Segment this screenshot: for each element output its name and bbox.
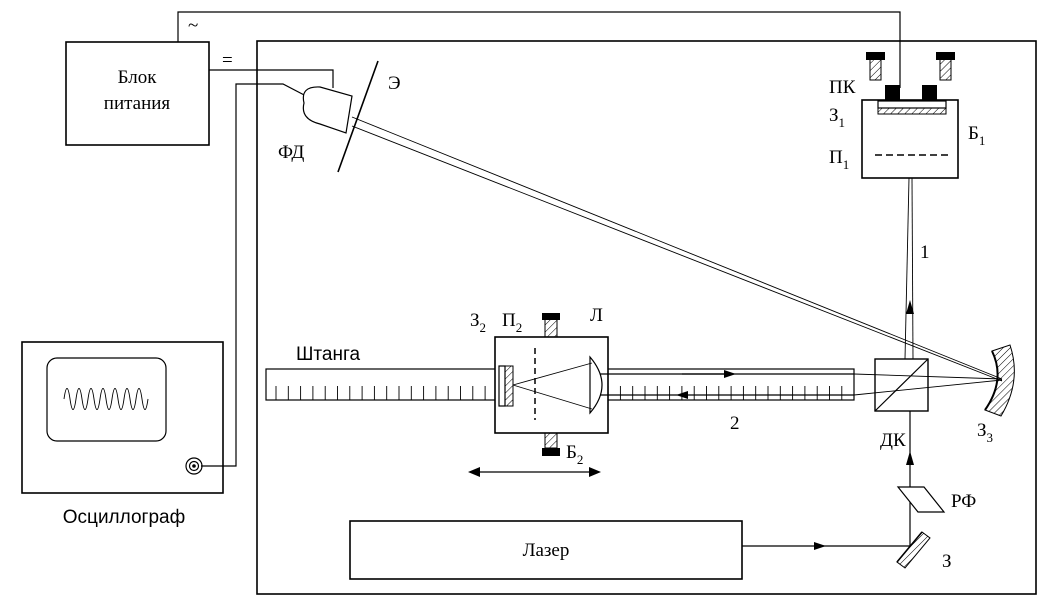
signal-cable [201, 83, 309, 467]
ac-cable: ~ [177, 11, 901, 88]
beam-splitter-label: ДК [880, 430, 906, 451]
piezo-label: ПК [829, 77, 856, 98]
laser: Лазер [349, 520, 743, 580]
power-supply-unit: Блок питания [65, 41, 210, 146]
beam-to-mirror-3-b [853, 379, 1003, 396]
mirror-3-label: З3 [977, 420, 993, 445]
aperture-1-label: П1 [829, 147, 849, 172]
polarizing-filter-label: РФ [951, 491, 976, 512]
mirror-2-label: З2 [470, 310, 486, 335]
oscilloscope-label: Осциллограф [63, 507, 185, 528]
mirror-1-label: З1 [829, 105, 845, 130]
screen: Э [337, 60, 401, 173]
laser-label: Лазер [523, 540, 570, 561]
beam-1-label: 1 [920, 242, 930, 263]
block-1: ПК З1 П1 Б1 [829, 52, 985, 179]
rod-label: Штанга [296, 344, 360, 365]
block-1-label: Б1 [968, 123, 985, 148]
aperture-2-label: П2 [502, 310, 522, 335]
beam-1: 1 [904, 177, 930, 360]
screen-label: Э [388, 73, 401, 94]
optical-table-frame [256, 40, 1037, 595]
ac-symbol: ~ [188, 15, 198, 36]
polarizing-filter: РФ [896, 486, 976, 513]
small-mirror: З [896, 531, 952, 572]
block-2-carriage: З2 П2 Л Б2 [468, 305, 609, 477]
small-mirror-label: З [942, 551, 952, 572]
oscilloscope: Осциллограф [21, 341, 224, 528]
block-2-label: Б2 [566, 442, 583, 467]
power-unit-label-2: питания [104, 93, 171, 114]
beam-to-photodiode-a [351, 116, 1003, 380]
photodiode-label: ФД [278, 142, 304, 163]
beam-2-label: 2 [730, 413, 740, 434]
dc-cable: = [209, 50, 334, 88]
lens-label: Л [590, 305, 603, 326]
beam-to-photodiode-b [351, 125, 1003, 382]
oscilloscope-waveform [63, 388, 149, 410]
dc-symbol: = [222, 50, 233, 71]
beam-2: 2 [600, 370, 854, 434]
beam-splitter: ДК [874, 358, 929, 451]
photodiode: ФД [278, 86, 353, 163]
power-unit-label-1: Блок [118, 67, 158, 88]
beam-to-mirror-3-a [853, 373, 1003, 380]
mirror-3: З3 [977, 344, 1015, 445]
